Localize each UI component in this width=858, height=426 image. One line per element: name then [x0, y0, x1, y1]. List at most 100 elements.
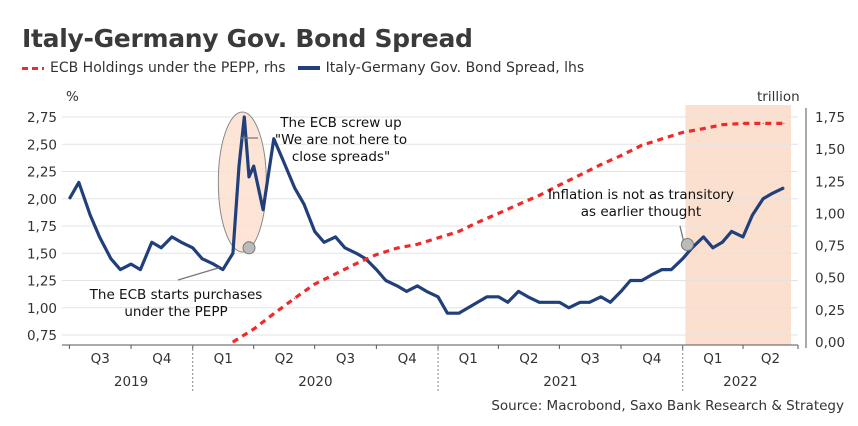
data-point-spread	[334, 236, 337, 238]
data-point-spread	[579, 301, 581, 303]
data-point-spread	[742, 236, 744, 238]
data-point-spread	[751, 214, 754, 216]
right-axis-unit: trillion	[757, 89, 800, 105]
data-point-spread	[405, 290, 408, 292]
x-quarter-label: Q4	[152, 351, 171, 367]
legend-item-spread: Italy-Germany Gov. Bond Spread, lhs	[297, 60, 585, 76]
data-point-spread	[609, 301, 611, 303]
data-point-spread	[476, 301, 479, 303]
shaded-period	[685, 105, 791, 345]
data-point-pepp	[314, 283, 316, 285]
data-point-spread	[661, 269, 663, 271]
data-point-spread	[568, 307, 570, 309]
data-point-pepp	[334, 273, 337, 275]
pointer-inflation	[679, 225, 685, 241]
data-point-spread	[139, 269, 142, 271]
data-point-spread	[68, 198, 70, 200]
annotation-screw-up: close spreads"	[292, 149, 390, 165]
left-tick-label: 2,25	[27, 165, 57, 181]
annotation-inflation: as earlier thought	[581, 204, 701, 220]
data-point-pepp	[355, 262, 357, 265]
data-point-spread	[641, 279, 643, 282]
data-point-pepp	[476, 221, 479, 224]
data-point-pepp	[620, 154, 622, 157]
legend-swatch-spread	[297, 66, 320, 70]
data-point-spread	[588, 301, 591, 303]
chart-title: Italy-Germany Gov. Bond Spread	[22, 24, 473, 53]
data-point-spread	[243, 116, 245, 118]
data-point-pepp	[579, 174, 581, 176]
x-year-label: 2021	[543, 374, 577, 390]
data-point-spread	[527, 296, 529, 298]
data-point-pepp	[458, 230, 460, 233]
data-point-pepp	[273, 313, 275, 315]
data-point-spread	[783, 187, 785, 189]
data-point-spread	[151, 241, 153, 243]
x-quarter-label: Q4	[642, 351, 661, 367]
right-tick-label: 0,50	[815, 271, 845, 287]
x-quarter-label: Q4	[398, 351, 417, 367]
data-point-spread	[303, 203, 305, 205]
legend-item-pepp: ECB Holdings under the PEPP, rhs	[22, 60, 286, 76]
legend-swatch-pepp	[22, 66, 44, 70]
annotation-ecb-start: The ECB starts purchases	[89, 287, 263, 303]
left-axis-unit: %	[66, 89, 79, 105]
data-point-spread	[629, 279, 632, 282]
right-tick-label: 0,00	[815, 335, 845, 351]
data-point-pepp	[517, 203, 520, 206]
right-tick-label: 1,75	[815, 110, 845, 126]
x-quarter-label: Q1	[703, 351, 722, 367]
data-point-spread	[192, 247, 194, 249]
data-point-spread	[467, 307, 469, 309]
data-point-pepp	[375, 253, 377, 256]
left-tick-label: 2,75	[27, 110, 57, 126]
data-point-pepp	[293, 297, 296, 299]
data-point-pepp	[558, 184, 560, 186]
legend-label-spread: Italy-Germany Gov. Bond Spread, lhs	[325, 60, 585, 76]
data-point-spread	[670, 269, 672, 271]
right-tick-label: 1,50	[815, 142, 845, 158]
data-point-pepp	[721, 124, 723, 126]
left-tick-label: 2,50	[27, 137, 57, 153]
x-year-label: 2022	[723, 374, 757, 390]
data-point-spread	[355, 252, 357, 254]
data-point-spread	[293, 187, 296, 189]
data-point-spread	[344, 247, 346, 249]
data-point-spread	[314, 230, 316, 233]
data-point-pepp	[232, 341, 234, 343]
data-point-pepp	[702, 127, 705, 130]
data-point-pepp	[437, 237, 439, 239]
annotation-screw-up: The ECB screw up	[279, 115, 401, 131]
x-quarter-label: Q1	[214, 351, 233, 367]
data-point-spread	[497, 296, 499, 298]
data-point-spread	[78, 181, 80, 183]
annotation-screw-up: "We are not here to	[275, 132, 407, 148]
data-point-pepp	[396, 247, 398, 249]
data-point-pepp	[641, 144, 643, 146]
legend-label-pepp: ECB Holdings under the PEPP, rhs	[50, 60, 286, 76]
x-quarter-label: Q3	[581, 351, 600, 367]
data-point-spread	[548, 301, 550, 303]
data-point-spread	[160, 247, 162, 249]
right-tick-label: 1,25	[815, 174, 845, 190]
left-tick-label: 2,00	[27, 192, 57, 208]
data-point-spread	[375, 269, 377, 271]
data-point-spread	[201, 258, 203, 260]
right-tick-label: 0,25	[815, 303, 845, 319]
data-point-spread	[130, 263, 132, 265]
x-quarter-label: Q2	[519, 351, 538, 367]
data-point-spread	[323, 241, 325, 243]
x-quarter-label: Q3	[336, 351, 355, 367]
left-tick-label: 0,75	[27, 328, 57, 344]
right-tick-label: 0,75	[815, 239, 845, 255]
data-point-spread	[558, 301, 560, 303]
left-tick-label: 1,75	[27, 219, 57, 235]
data-point-pepp	[538, 194, 540, 197]
data-point-pepp	[497, 212, 499, 215]
x-year-label: 2020	[298, 374, 332, 390]
data-point-spread	[437, 296, 439, 298]
annotation-ecb-start: under the PEPP	[124, 304, 227, 320]
pointer-ecb-start	[177, 267, 220, 281]
left-tick-label: 1,50	[27, 246, 57, 262]
data-point-pepp	[682, 131, 684, 134]
